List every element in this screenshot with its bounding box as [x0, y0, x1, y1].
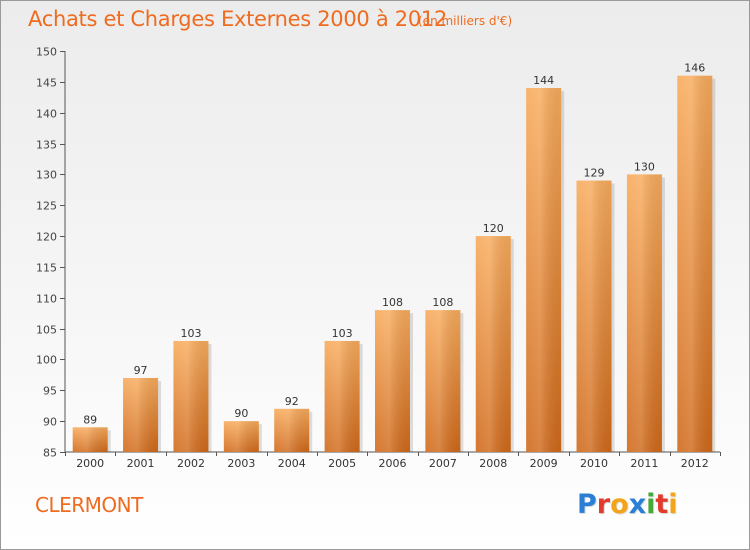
- x-tick-label: 2000: [76, 457, 104, 470]
- x-tick-label: 2012: [681, 457, 709, 470]
- y-tick-label: 85: [43, 447, 57, 460]
- logo-letter: i: [668, 489, 678, 520]
- data-label: 103: [332, 327, 353, 340]
- y-tick-label: 100: [36, 354, 57, 367]
- bar-shine: [324, 340, 360, 452]
- y-tick-label: 130: [36, 169, 57, 182]
- data-label: 108: [432, 296, 453, 309]
- chart-title: Achats et Charges Externes 2000 à 2012: [28, 7, 448, 31]
- bar-shine: [526, 88, 562, 452]
- logo-letter: r: [596, 489, 611, 520]
- y-tick-label: 90: [43, 416, 57, 429]
- y-tick-label: 120: [36, 231, 57, 244]
- x-tick-label: 2001: [127, 457, 155, 470]
- y-tick-label: 105: [36, 324, 57, 337]
- x-tick-label: 2011: [630, 457, 658, 470]
- data-label: 92: [285, 395, 299, 408]
- data-labels: 89 97 103 90 92 103 108 108 120 144 129 130 146: [83, 62, 705, 427]
- logo-letter: P: [577, 489, 597, 520]
- y-tick-label: 140: [36, 108, 57, 121]
- x-tick-label: 2009: [530, 457, 558, 470]
- bar-shine: [173, 340, 209, 452]
- x-tick-label: 2005: [328, 457, 356, 470]
- axes: 85 90 95 100 105 110 115 120 125 130 135 140 145 150 2…: [36, 46, 721, 470]
- data-label: 146: [684, 62, 705, 75]
- bar-shine: [223, 421, 259, 452]
- x-tick-label: 2003: [227, 457, 255, 470]
- place-name: CLERMONT: [35, 493, 143, 517]
- x-tick-label: 2008: [479, 457, 507, 470]
- bars: [72, 75, 716, 453]
- y-tick-label: 125: [36, 200, 57, 213]
- x-tick-label: 2006: [379, 457, 407, 470]
- y-tick-label: 135: [36, 139, 57, 152]
- logo-letter: i: [646, 489, 656, 520]
- bar-shine: [123, 377, 159, 452]
- data-label: 90: [234, 407, 248, 420]
- chart-subtitle: (en milliers d'€): [418, 14, 513, 28]
- data-label: 108: [382, 296, 403, 309]
- logo-letter: t: [655, 489, 669, 520]
- y-tick-label: 150: [36, 46, 57, 59]
- proxiti-logo: Proxiti: [577, 489, 678, 520]
- data-label: 89: [83, 413, 97, 426]
- bar-shine: [425, 310, 461, 452]
- data-label: 144: [533, 74, 554, 87]
- data-label: 120: [483, 222, 504, 235]
- logo-letter: x: [628, 489, 647, 520]
- bar-shine: [677, 75, 713, 452]
- x-tick-label: 2002: [177, 457, 205, 470]
- bar-shine: [626, 174, 662, 452]
- bar-shine: [475, 236, 511, 452]
- bar-shine: [72, 427, 108, 452]
- data-label: 103: [180, 327, 201, 340]
- y-tick-label: 110: [36, 293, 57, 306]
- y-tick-label: 145: [36, 77, 57, 90]
- y-tick-label: 95: [43, 385, 57, 398]
- y-tick-label: 115: [36, 262, 57, 275]
- bar-shine: [274, 408, 310, 452]
- bar-shine: [375, 310, 410, 452]
- bar-shine: [576, 180, 612, 453]
- logo-letter: o: [610, 489, 629, 520]
- data-label: 97: [134, 364, 148, 377]
- x-tick-label: 2004: [278, 457, 306, 470]
- data-label: 130: [634, 160, 655, 173]
- x-tick-label: 2010: [580, 457, 608, 470]
- data-label: 129: [584, 167, 605, 180]
- x-tick-label: 2007: [429, 457, 457, 470]
